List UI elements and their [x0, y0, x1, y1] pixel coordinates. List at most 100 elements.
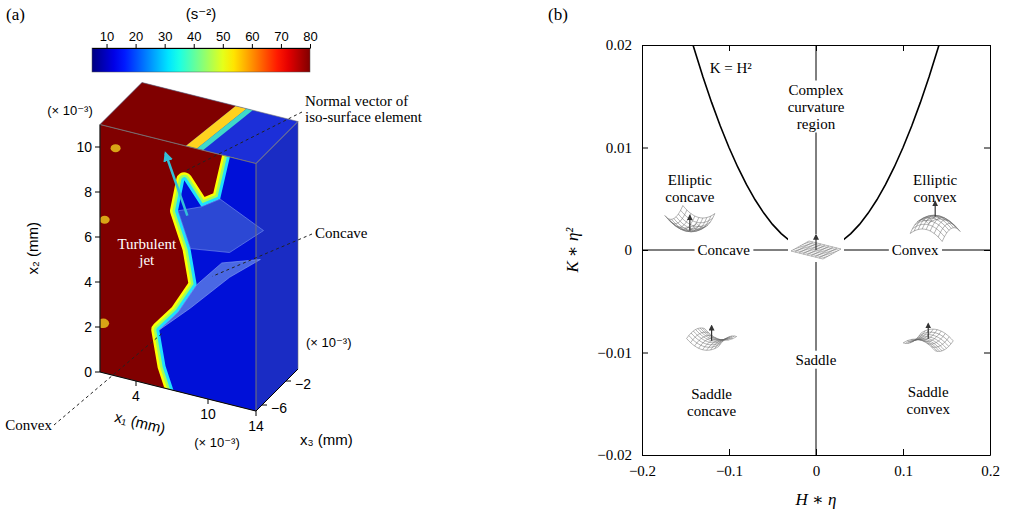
axis-line	[93, 48, 311, 49]
annotation-line: Saddle	[796, 352, 837, 368]
tick-mark	[984, 250, 990, 251]
iso-region	[159, 145, 264, 425]
annotation-line: Saddle	[908, 384, 949, 400]
tick-label: 0.1	[894, 463, 913, 479]
x-axis: −0.2−0.100.10.2	[629, 449, 1000, 479]
icon-mesh	[677, 216, 695, 230]
panel-a: (a)1020304050607080(s⁻²)024681041014−6−2…	[5, 5, 423, 450]
icon-mesh	[942, 228, 960, 242]
icon-normal	[928, 324, 929, 339]
annotation-line: Saddle	[691, 386, 732, 402]
annotation-group: Convex	[889, 241, 942, 259]
iso-surface	[159, 259, 260, 329]
tick-mark	[642, 250, 648, 251]
tick-mark	[194, 44, 195, 48]
tick-mark	[95, 147, 100, 148]
surface-icon	[903, 324, 953, 352]
annotation-line: Elliptic	[913, 172, 958, 188]
tick-mark	[262, 405, 267, 406]
icon-mesh	[931, 337, 949, 348]
icon-mesh	[809, 241, 841, 249]
label-background	[695, 241, 754, 259]
annotation: Concave	[315, 225, 368, 241]
tick-mark	[642, 353, 648, 354]
tick-label: 40	[187, 29, 201, 44]
axis-line	[100, 372, 256, 411]
tick: −0.1	[716, 449, 743, 479]
tick: 50	[216, 29, 230, 48]
tick	[984, 250, 990, 251]
tick: 0.02	[606, 37, 648, 53]
tick	[903, 45, 904, 51]
annotation-group: Saddleconcave	[684, 385, 739, 420]
annotation-line: Turbulent	[117, 236, 176, 252]
tick-mark	[984, 148, 990, 149]
tick-label: −0.02	[597, 447, 632, 463]
tick-mark	[95, 327, 100, 328]
label-background	[707, 59, 756, 77]
icon-mesh	[912, 224, 944, 237]
icon-mesh	[910, 339, 942, 351]
tick-mark	[252, 44, 253, 48]
y-axis-right	[984, 46, 991, 456]
icon-mesh	[915, 221, 947, 234]
icon-mesh	[807, 242, 839, 250]
annotation-line: Convex	[5, 417, 52, 433]
icon-mesh	[707, 340, 725, 351]
x-axis-top	[643, 45, 991, 51]
axis-exponent: (× 10⁻³)	[306, 335, 352, 350]
tick-mark	[281, 44, 282, 48]
tick: −0.01	[597, 345, 648, 361]
iso-boundary	[159, 145, 264, 425]
icon-normal	[711, 326, 712, 341]
tick-label: 4	[132, 388, 140, 404]
axis-line	[100, 125, 101, 373]
tick: −0.02	[597, 447, 648, 463]
icon-mesh	[926, 216, 944, 230]
icon-mesh	[938, 223, 956, 237]
top-face-band	[186, 106, 247, 149]
icon-mesh	[702, 328, 734, 340]
tick-label: −0.01	[597, 345, 632, 361]
icon-mesh	[823, 249, 841, 259]
tick-mark	[729, 449, 730, 455]
box-outline	[256, 122, 298, 412]
tick: 80	[303, 29, 317, 48]
annotation: Saddle	[796, 352, 837, 368]
axis-line	[990, 46, 991, 456]
tick-mark	[256, 411, 257, 416]
axis-exponent: (× 10⁻³)	[194, 435, 240, 450]
icons	[665, 202, 960, 352]
axis-title: x₂ (mm)	[24, 222, 41, 274]
annotation-group: K = H²	[707, 59, 756, 77]
annotation: Concave	[698, 242, 751, 258]
tick-mark	[642, 45, 648, 46]
label-background	[785, 81, 848, 133]
tick-label: 50	[216, 29, 230, 44]
tick-label: −0.1	[716, 463, 743, 479]
normal-vector	[166, 153, 188, 215]
annotation-group: Complexcurvatureregion	[785, 81, 848, 133]
tick: 30	[158, 29, 172, 48]
icon-mesh	[917, 335, 949, 347]
annotation-line: region	[797, 116, 836, 132]
annotation-line: Concave	[698, 242, 751, 258]
axis-title: K ∗ η²	[563, 227, 582, 274]
iso-boundary	[159, 145, 264, 425]
tick-label: 80	[303, 29, 317, 44]
annotation-group: Saddleconvex	[904, 383, 954, 418]
tick-mark	[95, 282, 100, 283]
tick-mark	[642, 455, 648, 456]
y-axis: −0.02−0.0100.010.02	[597, 37, 648, 463]
tick-label: 20	[129, 29, 143, 44]
tick	[984, 45, 990, 46]
icon-mesh	[693, 331, 725, 343]
label-background	[904, 383, 954, 418]
tick-label: 0.2	[981, 463, 1000, 479]
tick	[729, 45, 730, 51]
tick-mark	[642, 148, 648, 149]
axes-3d: 024681041014−6−2x₂ (mm)(× 10⁻³)x₁ (mm)(×…	[24, 103, 353, 451]
annotation-line: Concave	[315, 225, 368, 241]
tick-label: 2	[84, 319, 92, 335]
label-background	[684, 385, 739, 420]
